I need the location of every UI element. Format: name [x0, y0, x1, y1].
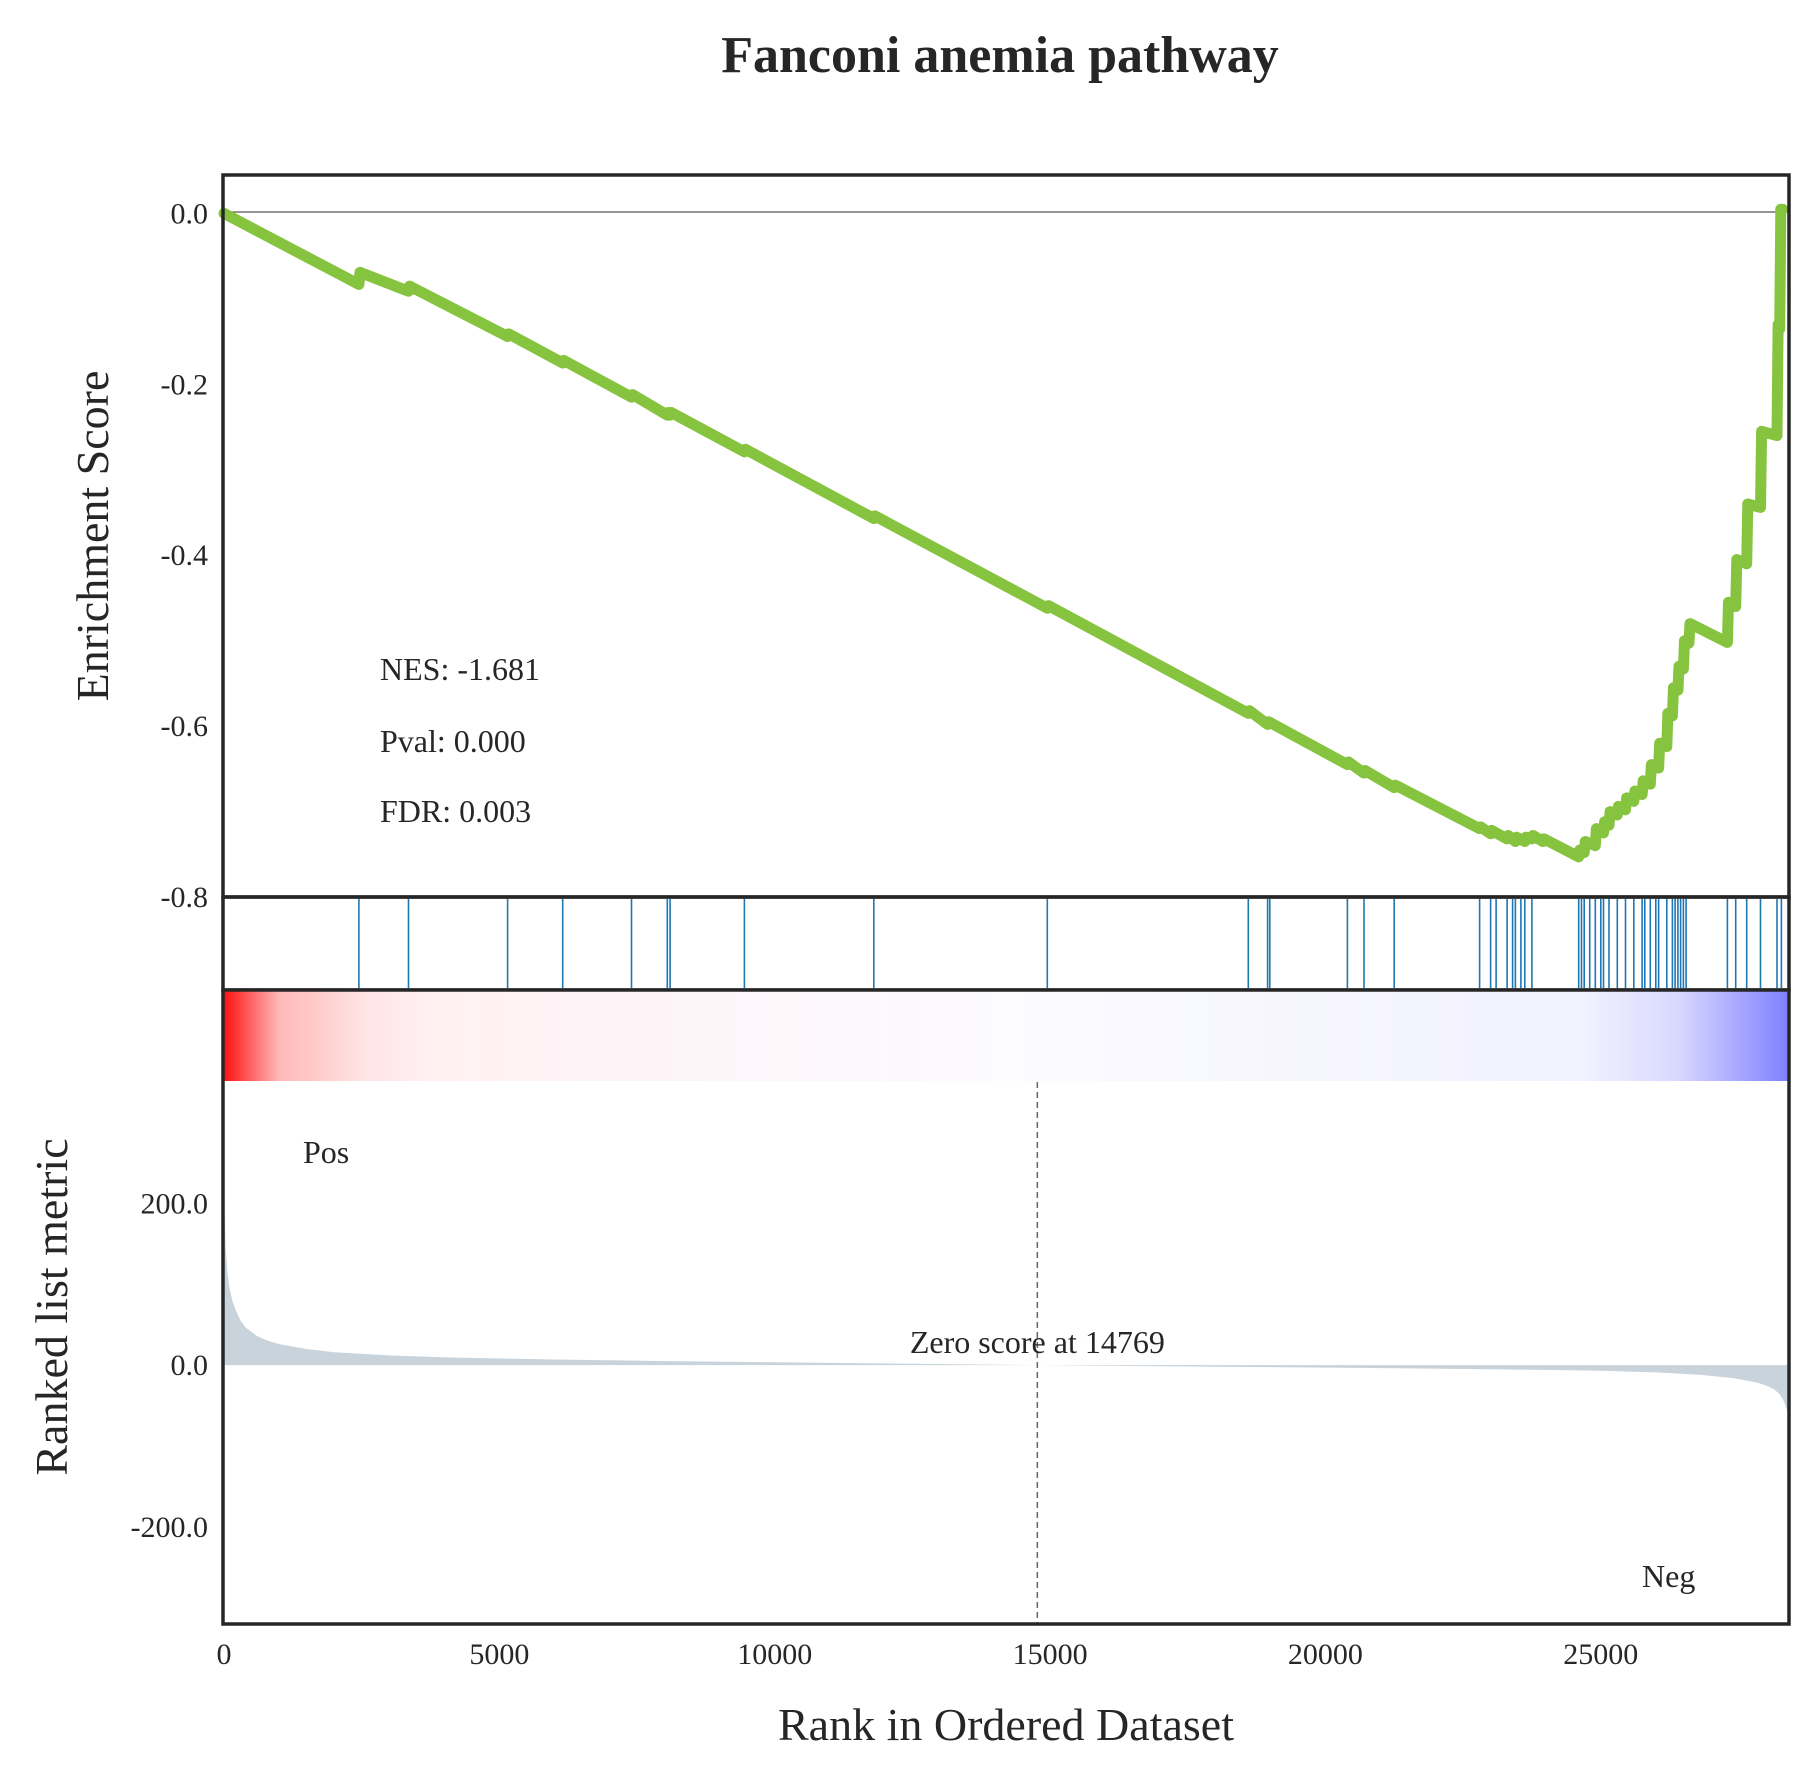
pos-label: Pos	[303, 1134, 349, 1170]
x-tick-1: 5000	[469, 1638, 529, 1671]
x-tick-3: 15000	[1013, 1638, 1088, 1671]
ranked-metric-panel: Zero score at 14769 Pos Neg 200.0 0.0 -200…	[131, 1082, 1788, 1624]
enrichment-y-tick-4: -0.8	[161, 881, 209, 914]
x-tick-5: 25000	[1563, 1638, 1638, 1671]
enrichment-score-line	[218, 203, 1788, 863]
enrichment-frame	[221, 173, 1791, 899]
hits-frame	[221, 895, 1791, 992]
enrichment-y-tick-2: -0.4	[161, 539, 209, 572]
zero-score-label: Zero score at 14769	[910, 1324, 1165, 1360]
chart-title: Fanconi anemia pathway	[721, 27, 1279, 84]
rank-heatmap-bar	[224, 991, 1788, 1081]
x-axis-label: Rank in Ordered Dataset	[778, 1699, 1234, 1750]
ranked-metric-y-label: Ranked list metric	[26, 1138, 77, 1475]
ranked-metric-y-tick-0: 200.0	[141, 1187, 209, 1220]
enrichment-panel: 0.0 -0.2 -0.4 -0.6 -0.8 NES: -1.681 Pval: 0.…	[161, 173, 1791, 914]
ranked-metric-y-tick-2: -200.0	[131, 1511, 209, 1544]
enrichment-y-tick-1: -0.2	[161, 368, 209, 401]
enrichment-y-label: Enrichment Score	[67, 371, 118, 702]
ranked-metric-area	[224, 1138, 1788, 1416]
x-tick-2: 10000	[737, 1638, 812, 1671]
enrichment-y-tick-3: -0.6	[161, 710, 209, 743]
nes-annotation: NES: -1.681	[380, 651, 540, 687]
x-axis-ticks: 0 5000 10000 15000 20000 25000	[217, 1638, 1639, 1671]
ranked-metric-y-ticks: 200.0 0.0 -200.0	[131, 1187, 209, 1544]
x-tick-0: 0	[217, 1638, 232, 1671]
ranked-metric-y-tick-1: 0.0	[171, 1349, 209, 1382]
pval-annotation: Pval: 0.000	[380, 723, 526, 759]
enrichment-y-tick-0: 0.0	[171, 197, 209, 230]
fdr-annotation: FDR: 0.003	[380, 793, 531, 829]
hit-markers	[358, 899, 1783, 988]
heat-metric-frame	[221, 988, 1791, 1626]
enrichment-y-ticks: 0.0 -0.2 -0.4 -0.6 -0.8	[161, 197, 209, 914]
x-tick-4: 20000	[1288, 1638, 1363, 1671]
neg-label: Neg	[1642, 1558, 1695, 1594]
